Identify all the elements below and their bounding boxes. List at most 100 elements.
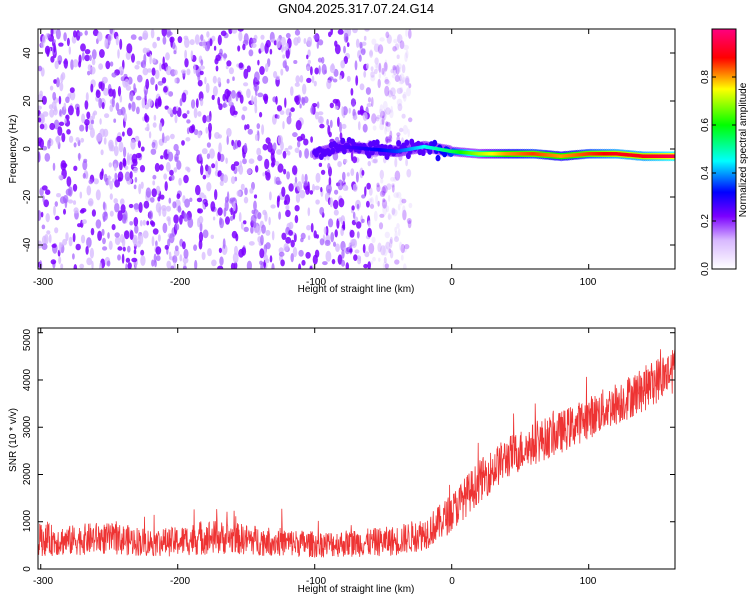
noise-dot	[290, 107, 295, 113]
noise-dot	[206, 31, 210, 38]
noise-dot	[396, 191, 402, 199]
noise-dot	[290, 86, 294, 96]
noise-dot	[160, 155, 164, 160]
noise-dot	[144, 90, 147, 100]
y-tick-label: 2000	[22, 462, 33, 485]
noise-dot	[214, 189, 218, 201]
noise-dot	[244, 187, 248, 196]
noise-dot	[254, 133, 259, 141]
noise-dot	[179, 254, 183, 262]
noise-dot	[198, 231, 204, 243]
noise-dot	[86, 185, 92, 196]
noise-dot	[108, 240, 113, 250]
noise-dot	[406, 218, 412, 224]
noise-dot	[68, 135, 74, 143]
noise-dot	[139, 233, 144, 245]
noise-dot	[42, 111, 49, 117]
noise-dot	[352, 211, 356, 219]
noise-dot	[86, 257, 93, 266]
noise-dot	[75, 137, 80, 142]
noise-dot	[204, 76, 207, 85]
noise-dot	[288, 111, 292, 118]
noise-dot	[202, 39, 206, 49]
noise-dot	[261, 124, 265, 135]
noise-dot	[217, 265, 224, 269]
noise-dot	[392, 66, 397, 76]
noise-dot	[351, 205, 355, 211]
noise-dot	[306, 77, 312, 83]
noise-dot	[182, 256, 189, 264]
noise-dot	[379, 110, 386, 119]
noise-dot	[104, 113, 110, 119]
noise-dot	[111, 96, 115, 108]
noise-dot	[151, 188, 157, 198]
noise-dot	[122, 246, 126, 252]
noise-dot	[349, 229, 355, 238]
noise-dot	[355, 75, 359, 86]
noise-dot	[294, 147, 300, 154]
noise-dot	[125, 257, 131, 263]
noise-dot	[215, 65, 219, 72]
noise-dot	[238, 212, 242, 222]
noise-dot	[134, 135, 140, 142]
noise-dot	[173, 50, 177, 55]
noise-dot	[379, 117, 383, 125]
noise-dot	[337, 116, 340, 127]
noise-dot	[402, 91, 407, 102]
noise-dot	[70, 59, 74, 71]
noise-dot	[319, 238, 325, 246]
noise-dot	[389, 238, 393, 249]
noise-dot	[194, 34, 200, 45]
noise-dot	[345, 247, 350, 255]
noise-dot	[302, 83, 307, 95]
noise-dot	[393, 38, 398, 44]
noise-dot	[69, 90, 76, 101]
noise-dot	[182, 241, 186, 250]
noise-dot	[150, 148, 157, 155]
noise-dot	[228, 29, 233, 35]
noise-dot	[386, 34, 392, 44]
noise-dot	[386, 138, 392, 143]
noise-dot	[39, 123, 45, 130]
noise-dot	[371, 96, 374, 108]
noise-dot	[88, 179, 94, 185]
noise-dot	[223, 207, 227, 217]
noise-dot	[331, 63, 335, 71]
noise-dot	[316, 41, 319, 49]
noise-dot	[133, 203, 139, 210]
noise-dot	[301, 259, 306, 266]
noise-dot	[278, 251, 285, 257]
noise-dot	[176, 160, 182, 170]
snr-series-line	[38, 348, 675, 558]
noise-dot	[385, 121, 389, 127]
noise-dot	[246, 168, 252, 175]
colorbar-tick-label: 0.6	[700, 118, 711, 132]
noise-dot	[228, 67, 234, 75]
noise-dot	[232, 76, 235, 81]
noise-dot	[397, 228, 401, 237]
noise-dot	[49, 122, 56, 131]
noise-dot	[107, 232, 110, 239]
noise-dot	[217, 151, 221, 162]
noise-dot	[373, 68, 378, 75]
noise-dot	[303, 180, 309, 187]
noise-dot	[91, 58, 96, 66]
noise-dot	[389, 236, 393, 244]
noise-dot	[41, 185, 48, 191]
x-tick-label: -300	[33, 277, 53, 288]
noise-dot	[217, 77, 221, 85]
noise-dot	[73, 264, 78, 269]
noise-dot	[61, 132, 66, 143]
noise-dot	[102, 211, 108, 221]
noise-dot	[127, 245, 131, 253]
noise-dot	[396, 98, 403, 107]
noise-dot	[369, 49, 373, 58]
noise-dot	[210, 201, 216, 212]
noise-dot	[194, 259, 198, 269]
noise-dot	[345, 185, 349, 191]
noise-dot	[391, 184, 395, 193]
noise-dot	[93, 178, 99, 185]
noise-dot	[285, 204, 290, 211]
noise-dot	[253, 200, 257, 211]
noise-dot	[43, 199, 49, 208]
